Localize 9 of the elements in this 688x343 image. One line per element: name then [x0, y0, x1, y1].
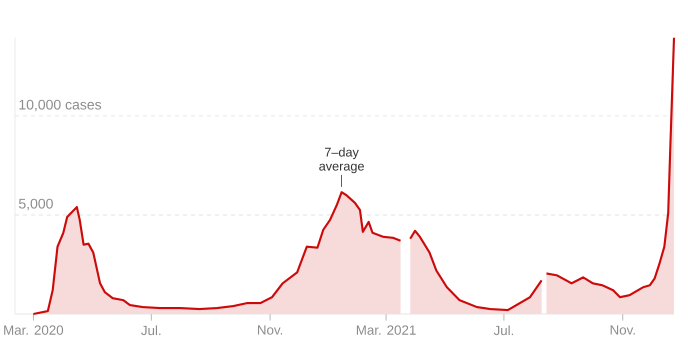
x-tick-label: Nov. [610, 325, 635, 335]
x-tick-label: Mar. 2021 [356, 325, 416, 335]
x-tick-label: Jul. [141, 325, 160, 336]
x-tick-label: Mar. 2020 [4, 325, 64, 335]
x-tick-label: Nov. [258, 325, 282, 335]
annotation: 7–day average [319, 147, 364, 174]
x-tick-label: Jul. [494, 325, 514, 336]
y-tick-label: 5,000 [18, 198, 53, 210]
y-tick-label: 10,000 cases [19, 100, 102, 112]
